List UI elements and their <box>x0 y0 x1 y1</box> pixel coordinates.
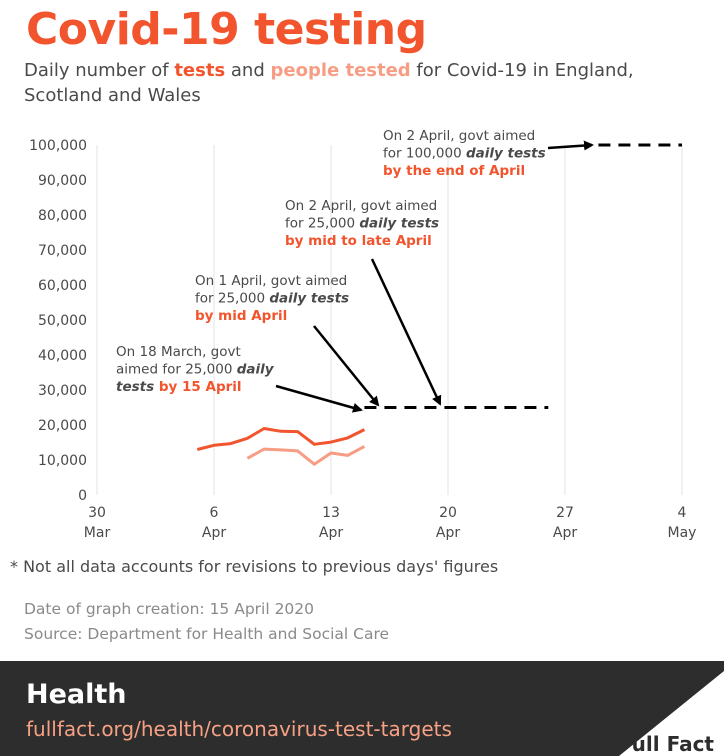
y-tick-label: 40,000 <box>38 348 87 364</box>
annotation-highlight: by 15 April <box>154 379 241 395</box>
y-tick-label: 20,000 <box>38 418 87 434</box>
creation-date: Date of graph creation: 15 April 2020 <box>24 600 315 618</box>
annotation-line: On 2 April, govt aimed <box>383 128 535 144</box>
fullfact-logo-icon <box>619 671 724 756</box>
annotation-arrow <box>547 140 594 151</box>
annotation-line: On 18 March, govt <box>116 344 241 360</box>
x-tick-label: Apr <box>319 525 343 541</box>
annotation-arrow <box>275 384 363 413</box>
annotation-line: for 100,000 <box>383 146 466 162</box>
annotation-emphasis: daily tests <box>269 291 349 307</box>
subtitle-people-key: people tested <box>270 60 411 81</box>
x-tick-label: Apr <box>436 525 460 541</box>
annotation-3: On 2 April, govt aimed for 25,000 daily t… <box>285 198 439 249</box>
brand-logo-text: Full Fact <box>619 732 714 756</box>
y-tick-label: 70,000 <box>38 243 87 259</box>
y-tick-label: 60,000 <box>38 278 87 294</box>
annotation-arrow <box>313 325 380 407</box>
annotation-highlight: by mid April <box>195 308 287 324</box>
y-tick-label: 50,000 <box>38 313 87 329</box>
annotation-2: On 1 April, govt aimed for 25,000 daily t… <box>195 273 349 324</box>
y-tick-label: 90,000 <box>38 173 87 189</box>
x-tick-label: 20 <box>439 505 457 521</box>
annotation-highlight: by the end of April <box>383 163 525 179</box>
x-tick-label: 27 <box>556 505 574 521</box>
chart-subtitle: Daily number of tests and people tested … <box>24 58 714 108</box>
y-tick-label: 100,000 <box>29 138 87 154</box>
annotation-emphasis: tests <box>116 379 154 395</box>
subtitle-text: Daily number of <box>24 60 175 81</box>
series-line-people-tested <box>246 445 366 466</box>
footer-bar: Health fullfact.org/health/coronavirus-t… <box>0 661 724 756</box>
subtitle-tests-key: tests <box>174 60 226 81</box>
y-tick-label: 10,000 <box>38 453 87 469</box>
subtitle-text: for Covid-19 in England, Scotland and Wa… <box>24 60 634 106</box>
source-note: Source: Department for Health and Social… <box>24 625 390 643</box>
x-tick-label: 30 <box>88 505 106 521</box>
annotation-emphasis: daily tests <box>359 216 439 232</box>
annotation-line: On 2 April, govt aimed <box>285 198 437 214</box>
article-link[interactable]: fullfact.org/health/coronavirus-test-tar… <box>26 717 452 741</box>
annotation-1: On 18 March, govt aimed for 25,000 daily t… <box>116 344 275 395</box>
page-title: Covid-19 testing <box>26 4 427 55</box>
x-tick-label: Apr <box>202 525 226 541</box>
annotation-4: On 2 April, govt aimed for 100,000 daily … <box>383 128 546 179</box>
annotation-line: for 25,000 <box>195 291 269 307</box>
annotation-line: for 25,000 <box>285 216 359 232</box>
x-tick-label: May <box>668 525 697 541</box>
x-tick-label: Apr <box>553 525 577 541</box>
annotation-highlight: by mid to late April <box>285 233 432 249</box>
x-tick-label: 6 <box>210 505 219 521</box>
y-tick-label: 0 <box>78 488 87 504</box>
y-tick-label: 80,000 <box>38 208 87 224</box>
y-tick-label: 30,000 <box>38 383 87 399</box>
x-tick-label: Mar <box>84 525 111 541</box>
section-label: Health <box>26 679 127 710</box>
series-line-tests <box>196 427 366 451</box>
chart-plot: 30 Mar 6 Apr 13 Apr 20 Apr 27 Apr 4 May 0 10,000 20,00… <box>29 128 697 541</box>
annotation-line: On 1 April, govt aimed <box>195 273 347 289</box>
x-tick-label: 4 <box>678 505 687 521</box>
subtitle-text: and <box>225 60 271 81</box>
footnote: * Not all data accounts for revisions to… <box>10 557 499 576</box>
annotation-emphasis: daily <box>237 362 275 378</box>
annotation-arrow <box>370 258 442 406</box>
annotation-emphasis: daily tests <box>466 146 546 162</box>
x-tick-label: 13 <box>322 505 340 521</box>
annotation-line: aimed for 25,000 <box>116 362 237 378</box>
